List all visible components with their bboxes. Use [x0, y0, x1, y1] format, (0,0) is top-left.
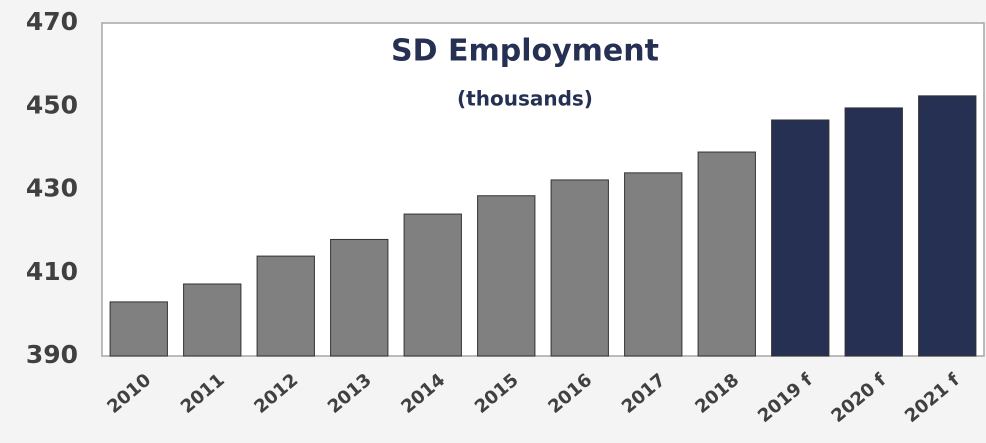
x-tick-label: 2018: [691, 370, 743, 418]
y-tick-label: 430: [26, 174, 78, 203]
x-tick-label: 2014: [397, 370, 449, 418]
bar: [697, 151, 756, 357]
x-tick-label: 2019 f: [754, 369, 817, 426]
y-tick-label: 470: [26, 7, 78, 36]
bar: [109, 301, 168, 357]
y-tick-label: 450: [26, 90, 78, 119]
y-tick-label: 390: [26, 340, 78, 369]
plot-area: [101, 22, 985, 357]
y-tick-label: 410: [26, 257, 78, 286]
x-tick-label: 2012: [250, 370, 302, 418]
chart-subtitle: (thousands): [457, 87, 593, 111]
bar: [771, 119, 830, 357]
bar: [183, 283, 242, 357]
x-tick-label: 2010: [103, 370, 155, 418]
bar: [844, 107, 903, 357]
x-tick-label: 2016: [544, 370, 596, 418]
bar: [550, 179, 609, 357]
chart-title: SD Employment: [391, 34, 659, 69]
bar: [256, 255, 315, 357]
bar: [403, 213, 462, 357]
x-tick-label: 2015: [471, 370, 523, 418]
bar: [477, 195, 536, 357]
x-tick-label: 2020 f: [827, 369, 890, 426]
bar: [918, 95, 977, 357]
bar: [624, 172, 683, 357]
x-tick-label: 2021 f: [901, 369, 964, 426]
x-tick-label: 2013: [324, 370, 376, 418]
x-tick-label: 2011: [177, 370, 229, 418]
bar: [330, 238, 389, 357]
x-tick-label: 2017: [618, 370, 670, 418]
